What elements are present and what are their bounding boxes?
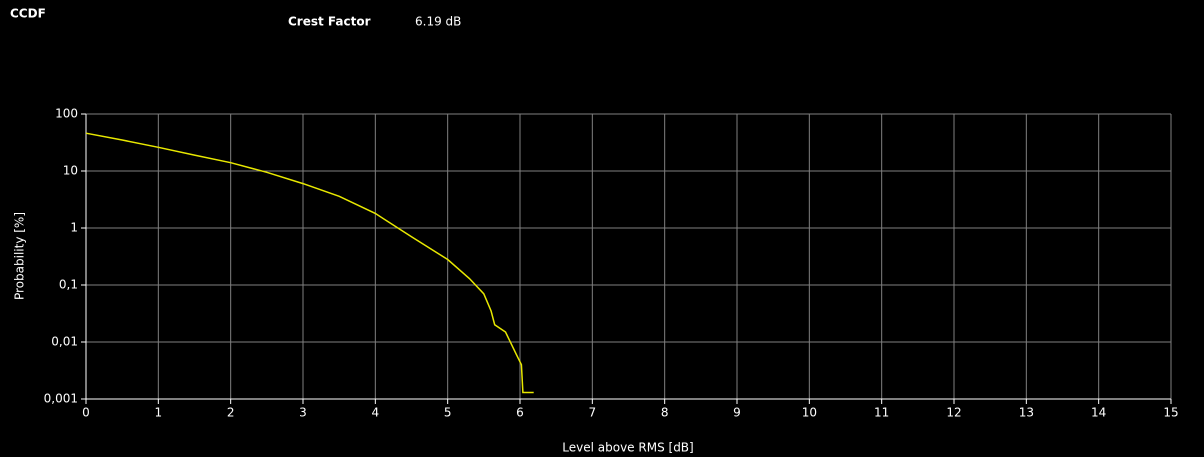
x-tick-label: 8 <box>661 406 669 420</box>
x-tick-label: 0 <box>82 406 90 420</box>
x-tick-label: 5 <box>444 406 452 420</box>
x-tick-label: 9 <box>733 406 741 420</box>
crest-factor-label: Crest Factor <box>288 15 371 29</box>
y-tick-label: 0,01 <box>51 335 78 349</box>
x-tick-label: 7 <box>589 406 597 420</box>
x-tick-label: 14 <box>1091 406 1106 420</box>
x-tick-label: 6 <box>516 406 524 420</box>
x-tick-label: 13 <box>1019 406 1034 420</box>
data-line <box>85 132 534 394</box>
y-tick-label: 10 <box>63 164 78 178</box>
x-axis-label: Level above RMS [dB] <box>562 441 693 455</box>
crest-factor-value: 6.19 dB <box>415 15 461 29</box>
x-tick-label: 2 <box>227 406 235 420</box>
y-tick-label: 0,1 <box>59 278 78 292</box>
x-tick-label: 4 <box>372 406 380 420</box>
x-tick-label: 1 <box>155 406 163 420</box>
y-tick-label: 0,001 <box>44 392 78 406</box>
x-tick-label: 10 <box>802 406 817 420</box>
x-tick-label: 15 <box>1163 406 1178 420</box>
x-tick-label: 11 <box>874 406 889 420</box>
x-tick-label: 3 <box>299 406 307 420</box>
y-tick-label: 100 <box>55 107 78 121</box>
chart-title: CCDF <box>10 7 46 21</box>
y-axis-label: Probability [%] <box>13 212 27 300</box>
y-tick-label: 1 <box>70 221 78 235</box>
x-tick-label: 12 <box>946 406 961 420</box>
